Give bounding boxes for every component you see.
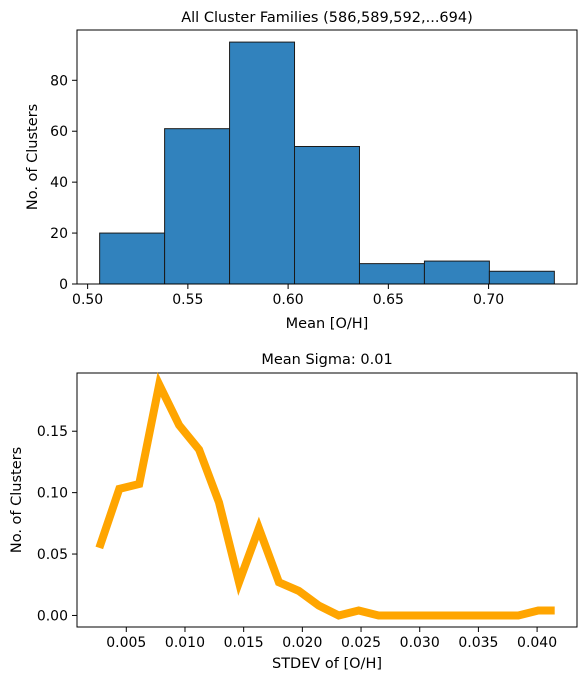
line-chart: Mean Sigma: 0.01 0.005 0.010 0.015 0.020 0.0…: [9, 352, 577, 672]
series-line: [99, 385, 554, 616]
y-tick-label: 40: [50, 175, 68, 191]
y-tick-label: 0.15: [37, 424, 68, 440]
bars: [100, 42, 555, 284]
x-tick-label: 0.005: [106, 635, 146, 651]
chart-title: All Cluster Families (586,589,592,...694…: [181, 10, 473, 26]
x-tick-label: 0.025: [341, 635, 381, 651]
x-axis-label: STDEV of [O/H]: [272, 656, 382, 672]
chart-title: Mean Sigma: 0.01: [261, 352, 392, 368]
y-tick-label: 80: [50, 73, 68, 89]
y-tick-label: 0.10: [37, 486, 68, 502]
x-tick-label: 0.70: [473, 292, 504, 308]
y-tick-label: 0.05: [37, 547, 68, 563]
x-tick-label: 0.010: [165, 635, 205, 651]
series-line-path: [99, 385, 554, 616]
histogram-bar: [230, 42, 295, 284]
x-tick-label: 0.55: [172, 292, 203, 308]
y-tick-label: 20: [50, 226, 68, 242]
y-axis-label: No. of Clusters: [9, 447, 25, 553]
y-tick-label: 0: [59, 277, 68, 293]
y-tick-label: 0.00: [37, 608, 68, 624]
x-tick-label: 0.040: [517, 635, 557, 651]
histogram-bar: [424, 261, 489, 284]
x-tick-label: 0.020: [282, 635, 322, 651]
x-tick-label: 0.60: [273, 292, 304, 308]
x-tick-label: 0.65: [373, 292, 404, 308]
x-axis-ticks: 0.50 0.55 0.60 0.65 0.70: [72, 284, 504, 308]
x-tick-label: 0.015: [224, 635, 264, 651]
x-axis-ticks: 0.005 0.010 0.015 0.020 0.025 0.030 0.035 0.040: [106, 627, 557, 651]
histogram-bar: [100, 233, 165, 284]
x-tick-label: 0.035: [458, 635, 498, 651]
histogram-bar: [295, 146, 360, 284]
y-axis-ticks: 0.00 0.05 0.10 0.15: [37, 424, 77, 624]
y-axis-label: No. of Clusters: [25, 104, 41, 210]
histogram-chart: All Cluster Families (586,589,592,...694…: [25, 10, 577, 332]
histogram-bar: [359, 264, 424, 284]
x-tick-label: 0.030: [400, 635, 440, 651]
histogram-bar: [489, 271, 554, 284]
x-tick-label: 0.50: [72, 292, 103, 308]
x-axis-label: Mean [O/H]: [286, 316, 369, 332]
y-tick-label: 60: [50, 124, 68, 140]
y-axis-ticks: 0 20 40 60 80: [50, 73, 77, 293]
histogram-bar: [165, 129, 230, 284]
